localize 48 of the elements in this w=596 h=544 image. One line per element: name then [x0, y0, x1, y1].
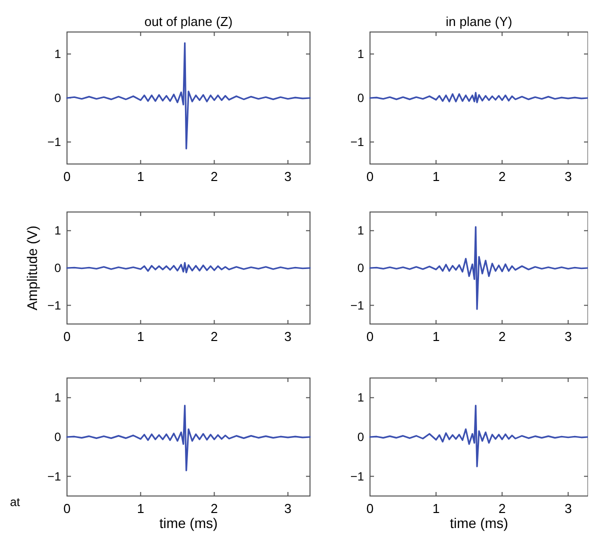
text: at [10, 495, 21, 509]
x-tick-label: 3 [284, 501, 292, 516]
y-tick-label: −1 [350, 135, 364, 149]
x-tick-label: 1 [432, 169, 440, 184]
x-tick-label: 2 [498, 501, 506, 516]
y-tick-label: 0 [357, 261, 364, 275]
line-series [369, 404, 588, 468]
y-tick-label: 0 [357, 91, 364, 105]
x-tick-label: 3 [564, 501, 572, 516]
line-series [66, 404, 311, 472]
line-series [369, 92, 588, 104]
y-tick-label: −1 [47, 135, 62, 149]
y-tick-label: 1 [54, 47, 62, 61]
y-tick-label: 0 [54, 430, 62, 444]
x-tick-label: 2 [498, 169, 506, 184]
y-tick-label: 0 [357, 430, 364, 444]
chart-title: out of plane (Z) [144, 14, 233, 29]
x-tick-label: 2 [210, 501, 218, 516]
y-axis-title: Amplitude (V) [24, 226, 40, 310]
y-tick-label: −1 [350, 469, 364, 484]
y-tick-label: −1 [350, 298, 364, 312]
x-axis-title: time (ms) [159, 515, 218, 531]
x-tick-label: 3 [284, 169, 292, 184]
x-tick-label: 1 [432, 501, 440, 516]
chart-title: in plane (Y) [446, 14, 512, 29]
x-tick-label: 2 [210, 329, 218, 344]
x-tick-label: 1 [137, 169, 144, 184]
y-tick-label: 1 [357, 224, 364, 238]
x-tick-label: 1 [432, 329, 440, 344]
y-tick-label: 0 [54, 91, 62, 105]
y-tick-label: −1 [47, 298, 62, 312]
y-tick-label: −1 [47, 469, 62, 484]
x-tick-label: 2 [210, 169, 218, 184]
x-tick-label: 3 [284, 329, 292, 344]
y-tick-label: 1 [54, 224, 62, 238]
line-series [66, 262, 311, 274]
line-series [66, 42, 311, 150]
y-tick-label: 1 [357, 390, 364, 405]
y-tick-label: 0 [54, 261, 62, 275]
x-tick-label: 3 [564, 329, 572, 344]
x-tick-label: 3 [564, 169, 572, 184]
x-tick-label: 1 [137, 329, 144, 344]
y-tick-label: 1 [54, 390, 62, 405]
x-axis-title: time (ms) [450, 515, 508, 531]
x-tick-label: 1 [137, 501, 144, 516]
line-series [369, 226, 588, 310]
x-tick-label: 2 [498, 329, 506, 344]
y-tick-label: 1 [357, 47, 364, 61]
